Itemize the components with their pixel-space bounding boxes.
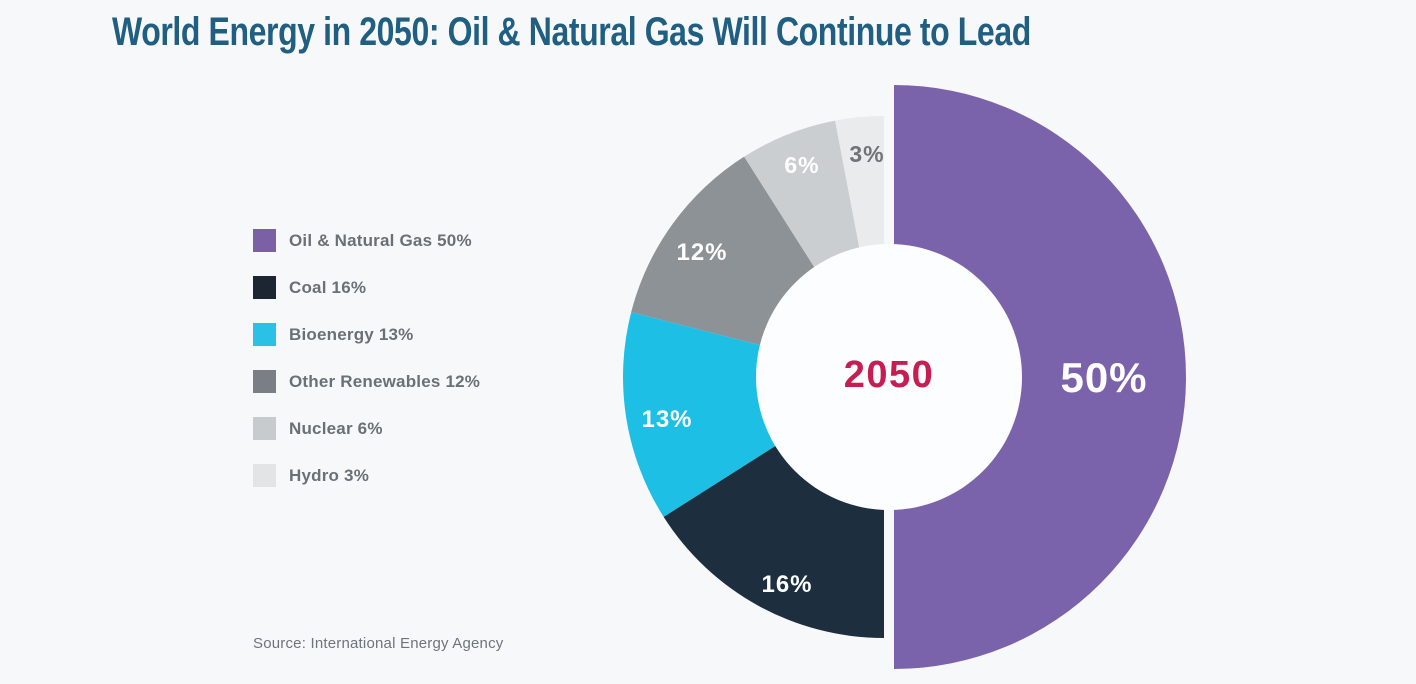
legend-swatch	[253, 370, 276, 393]
slice-value-label-nuclear: 6%	[784, 152, 819, 178]
legend-label: Other Renewables 12%	[289, 371, 481, 391]
legend-label: Oil & Natural Gas 50%	[289, 230, 472, 250]
legend-swatch	[253, 229, 276, 252]
legend-item-coal-16: Coal 16%	[253, 276, 480, 299]
legend-swatch	[253, 464, 276, 487]
slice-value-label-hydro: 3%	[849, 141, 884, 167]
slice-value-label-bioenergy: 13%	[641, 406, 692, 433]
legend-item-other-renewables-12: Other Renewables 12%	[253, 370, 480, 393]
legend-swatch	[253, 276, 276, 299]
slice-value-label-oil-natural-gas: 50%	[1060, 354, 1147, 401]
chart-title: World Energy in 2050: Oil & Natural Gas …	[112, 10, 1031, 54]
source-caption: Source: International Energy Agency	[253, 635, 504, 652]
legend: Oil & Natural Gas 50% Coal 16% Bioenergy 1…	[253, 229, 480, 511]
legend-item-oil-natural-gas-50: Oil & Natural Gas 50%	[253, 229, 480, 252]
legend-label: Coal 16%	[289, 277, 367, 297]
legend-label: Hydro 3%	[289, 465, 370, 485]
legend-item-bioenergy-13: Bioenergy 13%	[253, 323, 480, 346]
legend-item-nuclear-6: Nuclear 6%	[253, 417, 480, 440]
legend-swatch	[253, 417, 276, 440]
slice-value-label-coal: 16%	[761, 571, 812, 598]
slice-value-label-other-renewables: 12%	[676, 239, 727, 266]
legend-label: Nuclear 6%	[289, 418, 383, 438]
chart-center-year: 2050	[843, 354, 935, 396]
legend-item-hydro-3: Hydro 3%	[253, 464, 480, 487]
legend-label: Bioenergy 13%	[289, 324, 414, 344]
pie-slice-oil-natural-gas	[894, 85, 1186, 669]
donut-hole	[756, 244, 1022, 510]
legend-swatch	[253, 323, 276, 346]
